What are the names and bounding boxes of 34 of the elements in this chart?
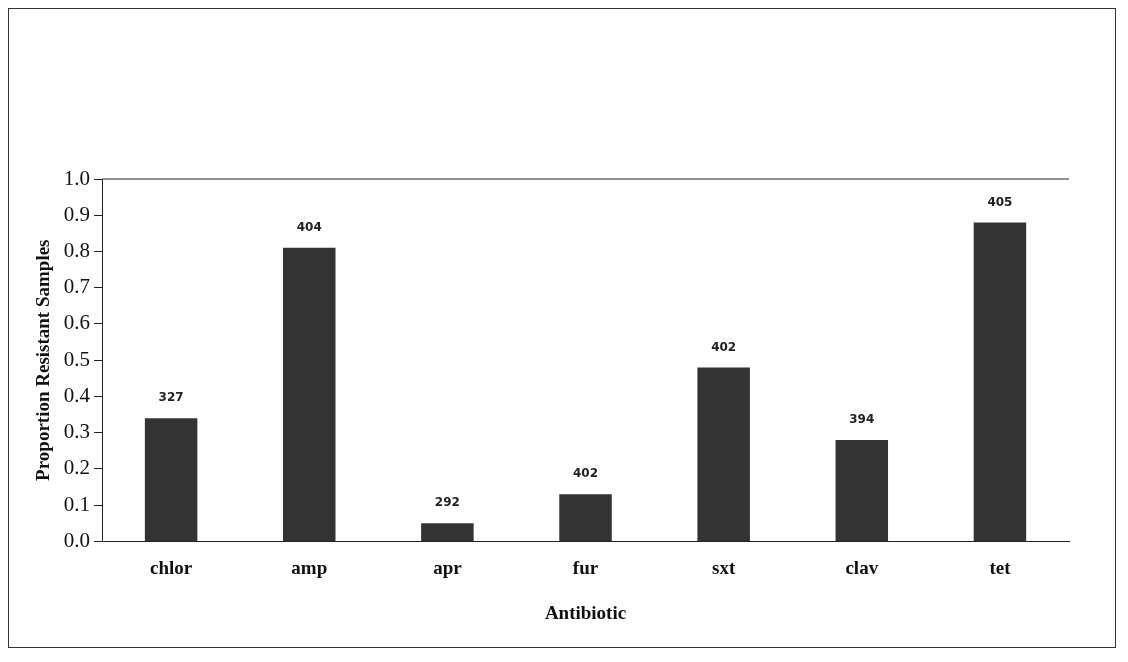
y-tick-label: 0.7 (63, 274, 91, 299)
annotation: 292 (434, 495, 460, 510)
y-tick-label: 0.2 (63, 455, 91, 480)
bar (421, 523, 474, 541)
x-tick-label: apr (433, 556, 463, 578)
bar (973, 222, 1027, 541)
x-tick-label: fur (572, 556, 599, 578)
annotation: 402 (572, 466, 599, 481)
y-tick-label: 0.0 (63, 527, 91, 552)
annotation: 327 (158, 390, 184, 405)
x-tick-label: amp (291, 556, 328, 578)
bar (144, 418, 198, 541)
y-tick-label: 1.0 (63, 165, 91, 190)
bar (835, 439, 889, 541)
y-tick-label: 0.1 (63, 491, 91, 516)
bar (697, 367, 750, 541)
x-axis-title: Antibiotic (544, 601, 627, 623)
y-tick-label: 0.8 (63, 238, 91, 262)
y-tick-label: 0.6 (63, 310, 91, 335)
y-axis-title: Proportion Resistant Samples (32, 239, 54, 481)
annotation: 394 (849, 412, 875, 427)
annotation: 404 (296, 219, 322, 234)
bar (559, 494, 612, 541)
annotation: 402 (711, 339, 737, 354)
x-tick-label: chlor (150, 556, 193, 578)
x-tick-label: clav (845, 556, 879, 578)
y-tick-label: 0.3 (63, 419, 91, 444)
y-tick-label: 0.4 (63, 382, 91, 407)
annotation: 405 (987, 194, 1013, 209)
x-tick-label: tet (989, 556, 1012, 578)
y-tick-label: 0.5 (63, 346, 91, 371)
y-tick-label: 0.9 (63, 201, 91, 226)
x-tick-label: sxt (712, 556, 736, 578)
bar (283, 247, 336, 541)
